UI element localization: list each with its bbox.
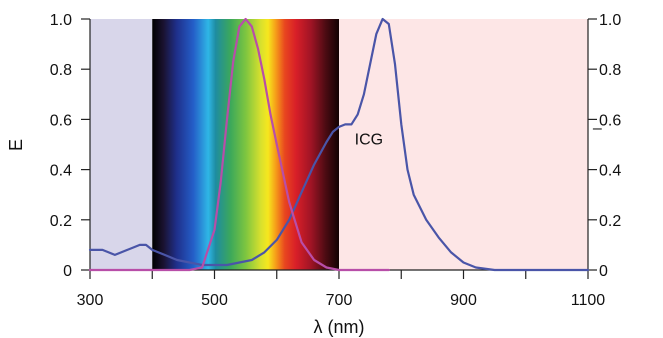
y-tick-label-left: 0.6 [50, 112, 72, 129]
line-icg [88, 17, 590, 272]
data-series [88, 17, 590, 272]
x-tick-label: 300 [77, 292, 104, 309]
y-tick-label-right: 0.8 [599, 62, 621, 79]
y-tick-label-left: 0.4 [50, 163, 72, 180]
x-axis-label: λ (nm) [314, 317, 365, 337]
x-tick-label: 500 [201, 292, 228, 309]
line-visible [88, 17, 390, 272]
region-2 [339, 19, 588, 270]
x-tick-label: 1100 [571, 292, 606, 309]
tick-labels: 300 500 700 900 1100 0 0.2 0.4 0.6 0.8 1.0 0 0.2 0.4 0… [50, 12, 622, 309]
y-tick-label-left: 0.2 [50, 213, 72, 230]
x-tick-label: 900 [450, 292, 477, 309]
y-tick-label-right: 0 [599, 263, 608, 280]
y-tick-label-right: 1.0 [599, 12, 621, 29]
y-tick-label-right: 0.2 [599, 213, 621, 230]
y-tick-label-left: 0.8 [50, 62, 72, 79]
y-axis-label: E [6, 139, 26, 151]
right-margin-dash: – [593, 120, 602, 137]
y-tick-label-right: 0.4 [599, 163, 621, 180]
region-1 [152, 19, 339, 270]
region-0 [90, 19, 153, 270]
y-tick-label-left: 0 [63, 263, 72, 280]
y-tick-label-right: 0.6 [599, 112, 621, 129]
x-tick-label: 700 [326, 292, 353, 309]
y-tick-label-left: 1.0 [50, 12, 72, 29]
series-label-icg: ICG [355, 132, 383, 149]
spectral-regions [90, 19, 588, 270]
